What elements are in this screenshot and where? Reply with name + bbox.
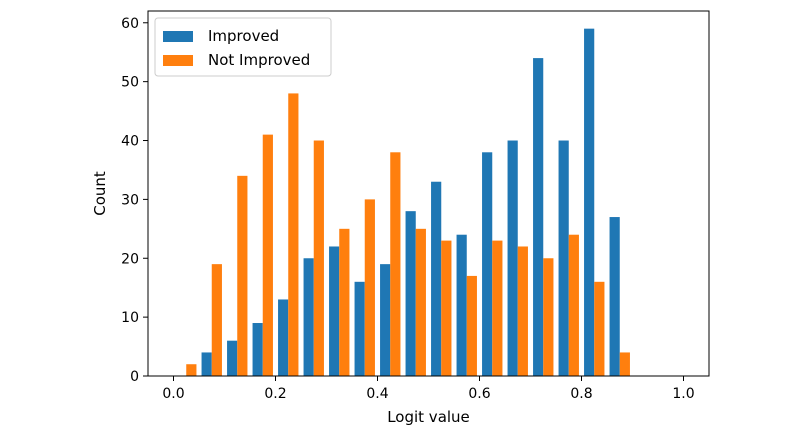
bar-improved-12 xyxy=(482,152,493,376)
y-tick-label: 40 xyxy=(121,134,139,150)
bar-improved-8 xyxy=(380,264,391,376)
y-tick-label: 10 xyxy=(121,310,139,326)
bar-improved-1 xyxy=(201,352,212,376)
bar-improved-4 xyxy=(278,299,289,376)
y-tick-label: 60 xyxy=(121,16,139,32)
x-tick-label: 0.4 xyxy=(366,386,388,402)
bar-improved-9 xyxy=(405,211,416,376)
legend-box xyxy=(154,17,332,77)
legend-swatch-not-improved xyxy=(163,55,193,66)
y-tick-label: 50 xyxy=(121,75,139,91)
bar-not-improved-4 xyxy=(288,93,299,376)
bar-improved-6 xyxy=(329,246,340,376)
bars-layer xyxy=(186,28,630,377)
bar-not-improved-17 xyxy=(619,352,630,376)
bar-improved-11 xyxy=(456,234,467,376)
bar-improved-13 xyxy=(507,140,518,376)
bar-improved-14 xyxy=(533,58,544,377)
bar-improved-2 xyxy=(227,340,238,376)
bar-not-improved-12 xyxy=(492,240,503,376)
bar-not-improved-14 xyxy=(543,258,554,376)
bar-improved-15 xyxy=(558,140,569,376)
y-tick-label: 30 xyxy=(121,192,139,208)
x-tick-label: 0.0 xyxy=(162,386,184,402)
bar-not-improved-11 xyxy=(466,275,477,376)
bar-improved-16 xyxy=(584,28,595,377)
bar-not-improved-6 xyxy=(339,228,350,376)
bar-not-improved-5 xyxy=(313,140,324,376)
bar-not-improved-10 xyxy=(441,240,452,376)
y-tick-label: 0 xyxy=(130,369,139,385)
y-tick-label: 20 xyxy=(121,251,139,267)
bar-not-improved-3 xyxy=(262,134,273,376)
bar-improved-10 xyxy=(431,181,442,376)
bar-improved-5 xyxy=(303,258,314,376)
y-axis-ticks: 0 10 20 30 40 50 60 xyxy=(121,16,148,385)
bar-not-improved-2 xyxy=(237,175,248,376)
x-tick-label: 0.6 xyxy=(468,386,490,402)
bar-not-improved-9 xyxy=(415,228,426,376)
bar-not-improved-0 xyxy=(186,364,197,376)
bar-not-improved-15 xyxy=(568,234,579,376)
legend: Improved Not Improved xyxy=(154,17,332,77)
bar-not-improved-1 xyxy=(211,264,222,376)
x-tick-label: 1.0 xyxy=(672,386,694,402)
x-axis-label: Logit value xyxy=(387,408,470,426)
x-tick-label: 0.2 xyxy=(264,386,286,402)
bar-not-improved-16 xyxy=(594,281,605,376)
legend-label-not-improved: Not Improved xyxy=(208,51,310,69)
legend-label-improved: Improved xyxy=(208,27,279,45)
y-axis-label: Count xyxy=(91,171,109,216)
bar-not-improved-7 xyxy=(364,199,375,376)
legend-swatch-improved xyxy=(163,31,193,42)
x-axis-ticks: 0.0 0.2 0.4 0.6 0.8 1.0 xyxy=(162,376,695,402)
bar-improved-3 xyxy=(252,323,263,376)
plot-frame xyxy=(147,10,710,377)
x-tick-label: 0.8 xyxy=(570,386,592,402)
bar-not-improved-13 xyxy=(517,246,528,376)
bar-not-improved-8 xyxy=(390,152,401,376)
bar-improved-17 xyxy=(609,217,620,376)
bar-improved-7 xyxy=(354,281,365,376)
